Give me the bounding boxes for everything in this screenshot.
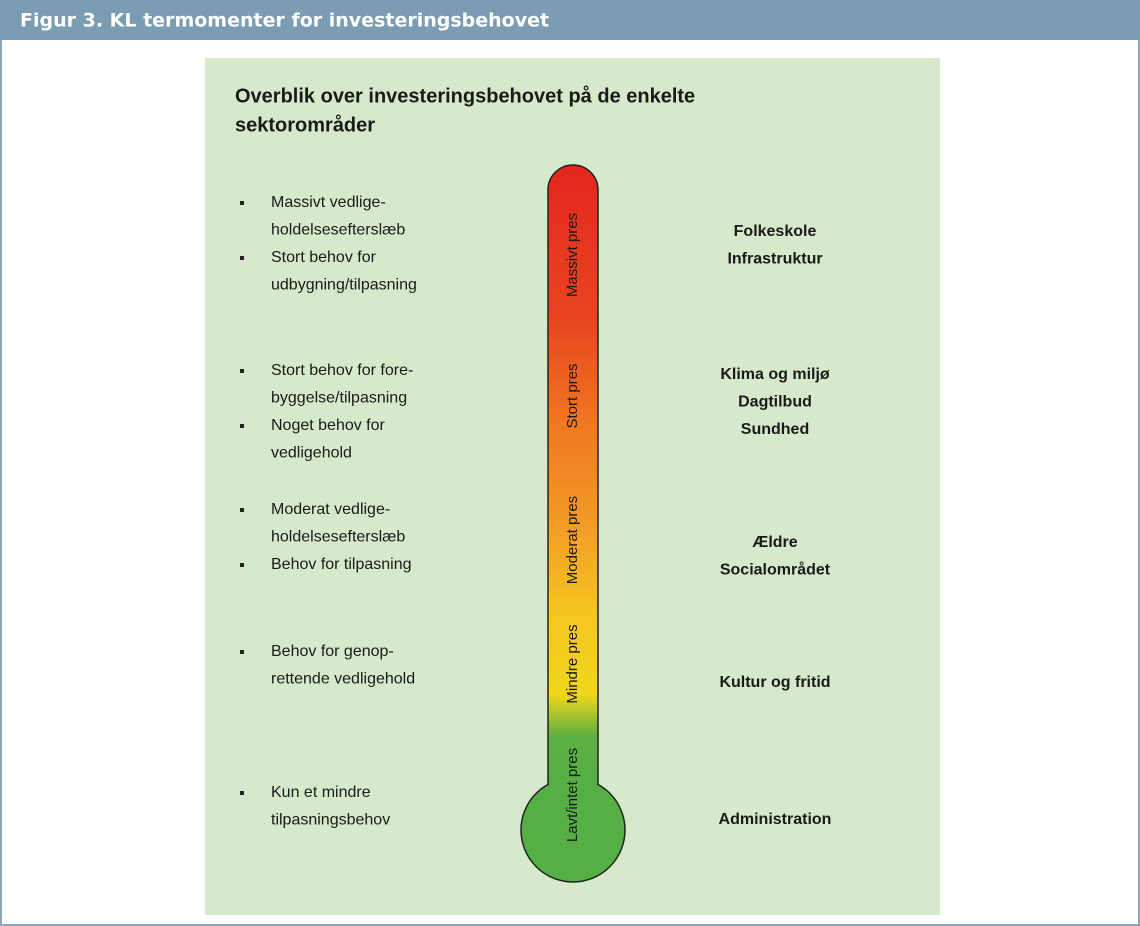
bullet-marker xyxy=(240,201,244,205)
level-label: Moderat pres xyxy=(564,496,581,584)
bullet-text: udbygning/tilpasning xyxy=(271,277,417,294)
bullet-marker xyxy=(240,650,244,654)
bullet-marker xyxy=(240,508,244,512)
level-label: Mindre pres xyxy=(564,624,581,703)
panel-title: Overblik over investeringsbehovet på de … xyxy=(235,84,695,107)
bullet-text: holdelsesefterslæb xyxy=(271,529,405,546)
sector: Administration xyxy=(719,811,832,828)
header-title: Figur 3. KL termomenter for investerings… xyxy=(20,10,549,32)
sector: Socialområdet xyxy=(720,561,831,579)
sector: Sundhed xyxy=(741,421,809,438)
bullet-text: Behov for tilpasning xyxy=(271,556,412,573)
bullet-marker xyxy=(240,369,244,373)
sector: Folkeskole xyxy=(734,223,817,240)
bullet-text: vedligehold xyxy=(271,445,352,462)
bullet-text: Moderat vedlige- xyxy=(271,501,390,518)
level-label: Stort pres xyxy=(564,363,581,428)
bullet-text: Massivt vedlige- xyxy=(271,194,386,211)
bullet-text: Behov for genop- xyxy=(271,643,394,660)
level-label: Massivt pres xyxy=(564,213,581,297)
bullet-text: rettende vedligehold xyxy=(271,671,415,688)
sector: Infrastruktur xyxy=(727,251,822,268)
bullet-marker xyxy=(240,256,244,260)
bullet-marker xyxy=(240,424,244,428)
sector: Kultur og fritid xyxy=(719,674,830,691)
header-bar xyxy=(0,0,1140,40)
sector: Klima og miljø xyxy=(720,366,830,383)
bullet-text: Noget behov for xyxy=(271,417,386,434)
bullet-text: Stort behov for xyxy=(271,249,377,266)
bullet-marker xyxy=(240,791,244,795)
thermometer xyxy=(520,164,626,883)
bullet-text: holdelsesefterslæb xyxy=(271,222,405,239)
bullet-text: Kun et mindre xyxy=(271,784,371,801)
bulb-neck xyxy=(549,770,597,810)
panel-title: sektorområder xyxy=(235,113,375,136)
bullet-text: tilpasningsbehov xyxy=(271,812,390,829)
bullet-text: Stort behov for fore- xyxy=(271,362,413,379)
level-label: Lavt/intet pres xyxy=(564,748,581,842)
sector: Dagtilbud xyxy=(738,394,812,411)
bullet-text: byggelse/tilpasning xyxy=(271,390,407,407)
bullet-marker xyxy=(240,563,244,567)
sector: Ældre xyxy=(752,534,797,551)
